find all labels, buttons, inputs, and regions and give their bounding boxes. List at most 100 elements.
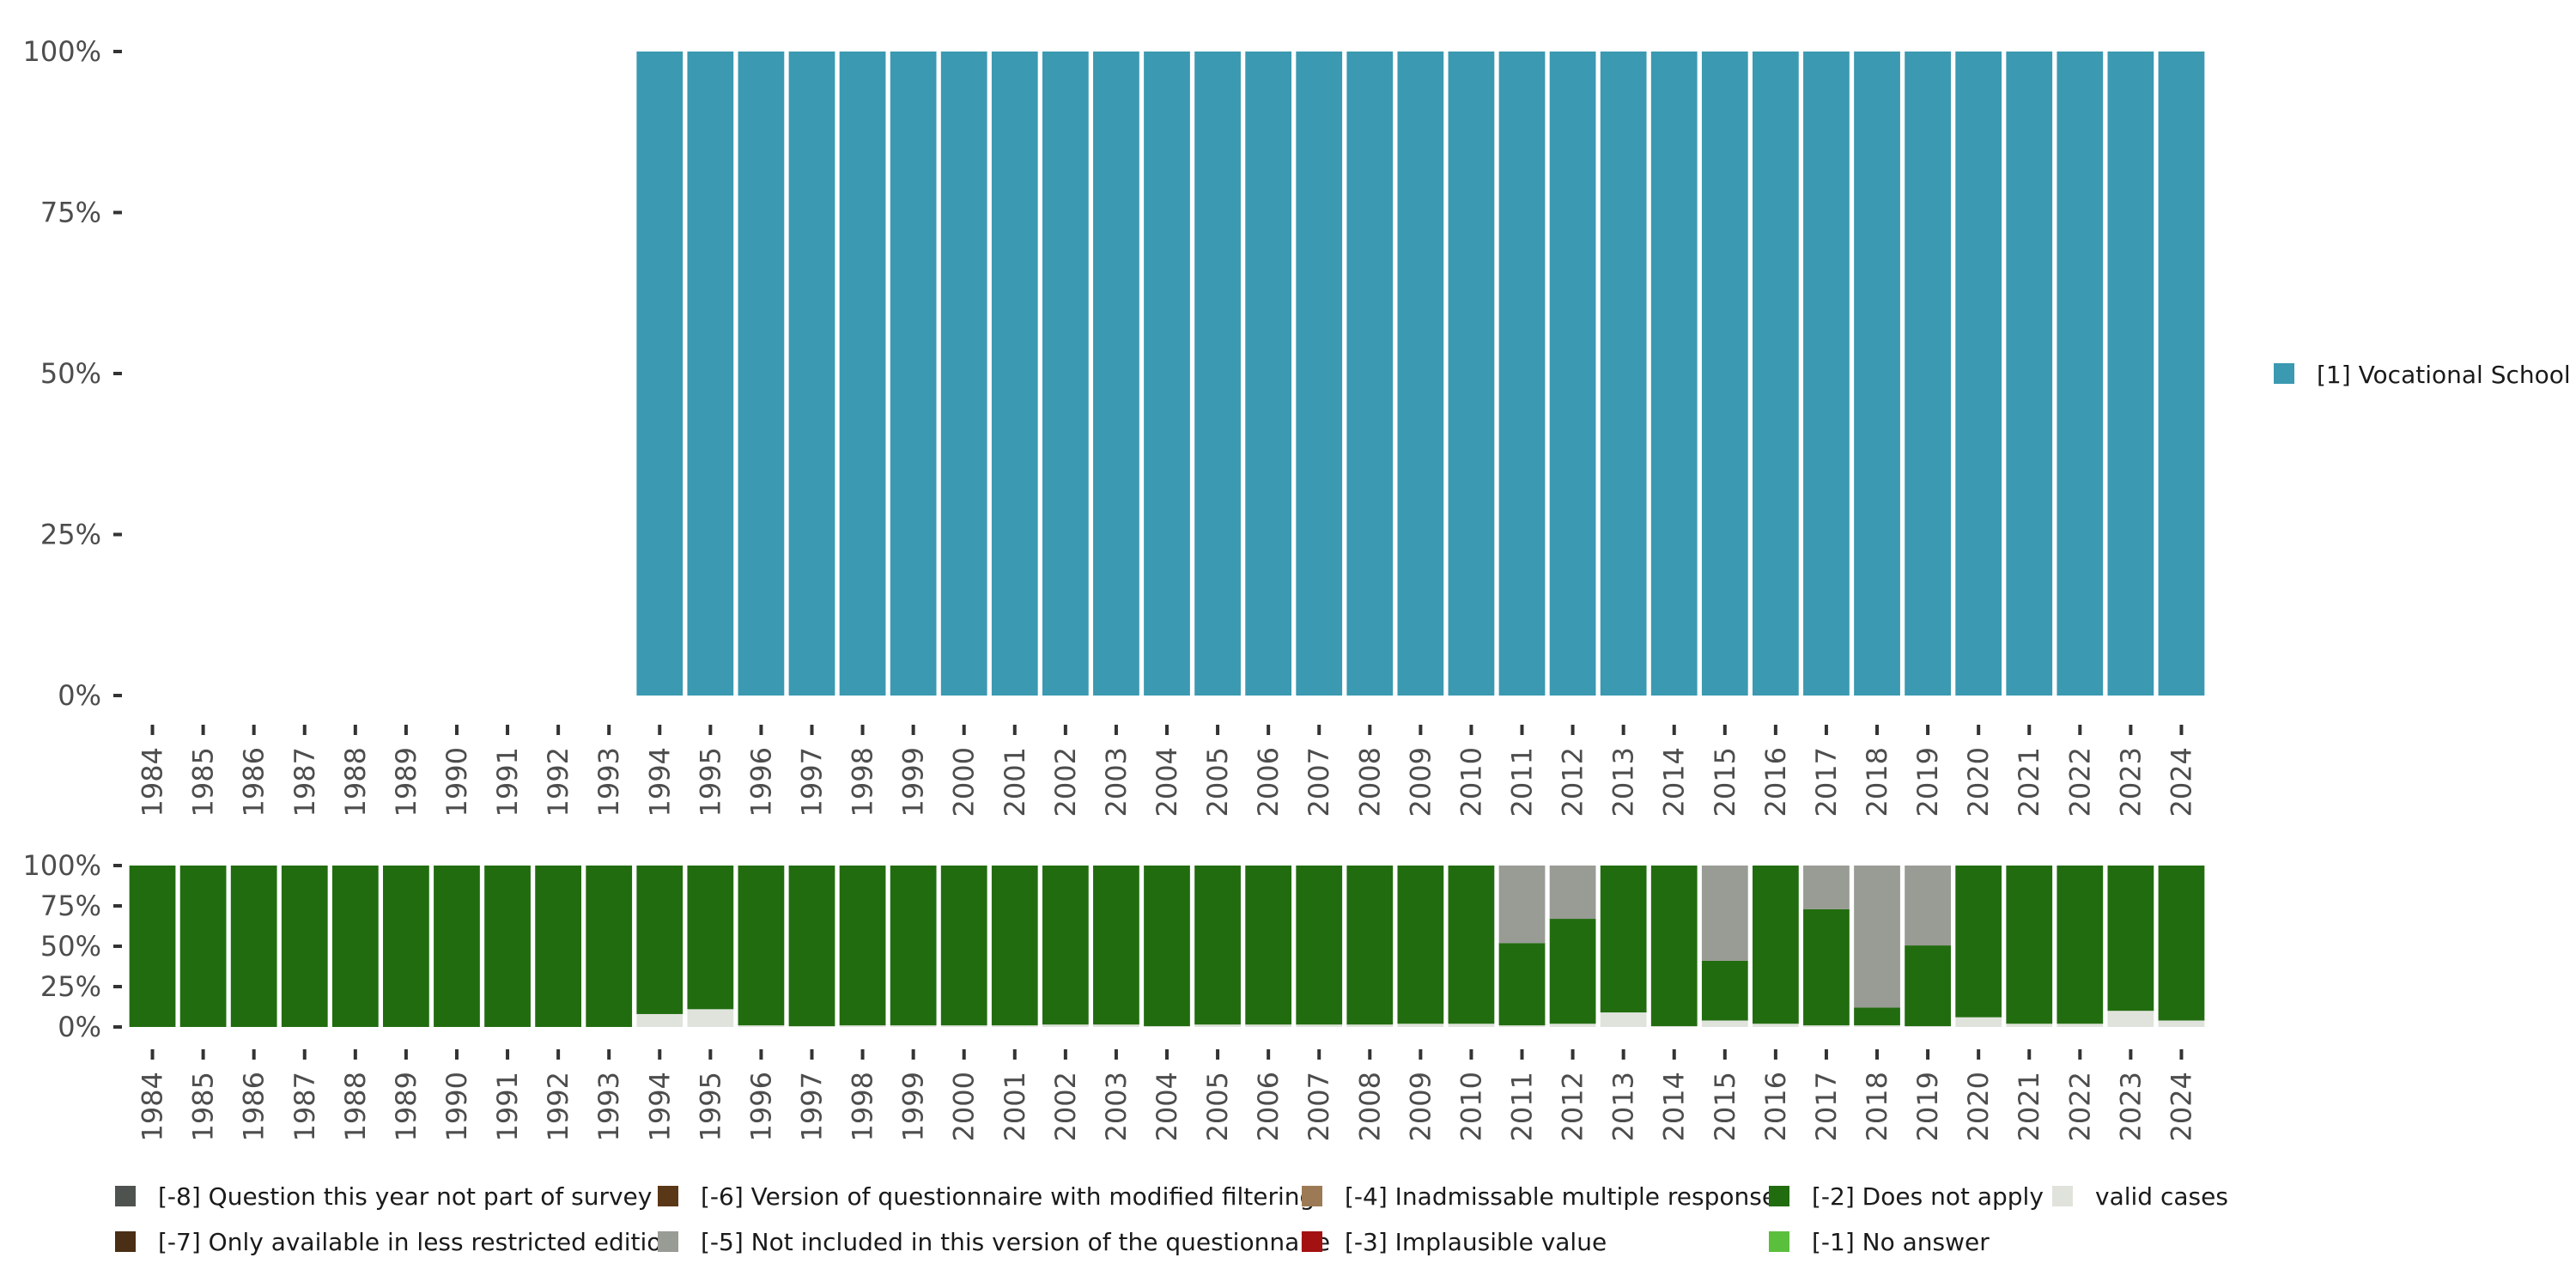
bar-top-2007-s0 (1296, 52, 1343, 696)
x-tick-label: 2024 (2165, 747, 2197, 817)
x-tick-label: 2002 (1049, 1072, 1082, 1141)
x-tick-label: 2011 (1506, 747, 1539, 817)
bar-bottom-1992-s1 (535, 866, 581, 1027)
bar-bottom-2024-s1 (2158, 866, 2205, 1021)
x-tick-label: 1991 (491, 747, 524, 817)
bar-top-1994-s0 (636, 52, 683, 696)
bar-bottom-1996-s0 (738, 1025, 785, 1027)
bar-bottom-2006-s0 (1245, 1024, 1292, 1027)
bar-bottom-2016-s0 (1753, 1024, 1799, 1027)
x-tick-label: 1984 (137, 1072, 169, 1141)
x-tick-label: 1998 (847, 747, 879, 817)
x-tick-label: 2022 (2063, 747, 2096, 817)
x-tick-label: 2020 (1962, 1072, 1995, 1141)
x-tick-label: 1998 (847, 1072, 879, 1141)
x-tick-label: 1987 (289, 1072, 321, 1141)
bar-bottom-2024-s0 (2158, 1020, 2205, 1027)
bar-bottom-1987-s1 (281, 866, 328, 1027)
legend-label: [1] Vocational School (2317, 361, 2571, 389)
x-tick-label: 1990 (440, 747, 473, 817)
x-tick-label: 2001 (999, 1072, 1031, 1141)
bar-bottom-2001-s0 (991, 1025, 1038, 1027)
x-tick-label: 1996 (744, 747, 777, 817)
x-tick-label: 2013 (1607, 1072, 1640, 1141)
x-tick-label: 1991 (491, 1072, 524, 1141)
y-tick-label: 75% (40, 890, 101, 922)
x-tick-label: 2004 (1151, 1072, 1183, 1141)
legend-swatch (1769, 1231, 1789, 1252)
x-tick-label: 2018 (1861, 747, 1893, 817)
bar-top-2009-s0 (1397, 52, 1444, 696)
x-tick-label: 1992 (542, 747, 574, 817)
legend-swatch (115, 1231, 136, 1252)
x-tick-label: 2002 (1049, 747, 1082, 817)
y-tick-label: 50% (40, 930, 101, 963)
x-tick-label: 2006 (1252, 1072, 1285, 1141)
legend-swatch (2274, 363, 2294, 384)
x-tick-label: 2005 (1201, 1072, 1234, 1141)
bar-bottom-1984-s1 (129, 866, 176, 1027)
legend-swatch (115, 1186, 136, 1206)
y-tick-label: 0% (58, 679, 101, 712)
bar-bottom-1991-s1 (484, 866, 531, 1027)
bar-bottom-2020-s0 (1955, 1017, 2002, 1027)
x-tick-label: 2017 (1810, 1072, 1843, 1141)
bar-top-2015-s0 (1701, 52, 1748, 696)
bottom-legend: [-8] Question this year not part of surv… (115, 1182, 2228, 1256)
y-tick-label: 75% (40, 197, 101, 229)
x-tick-label: 2016 (1759, 747, 1792, 817)
x-tick-label: 2021 (2013, 1072, 2045, 1141)
y-tick-label: 25% (40, 519, 101, 551)
y-tick-label: 100% (23, 35, 101, 68)
x-tick-label: 2021 (2013, 747, 2045, 817)
x-tick-label: 1995 (694, 747, 726, 817)
bar-bottom-1996-s1 (738, 866, 785, 1026)
x-tick-label: 2014 (1658, 747, 1691, 817)
x-tick-label: 2003 (1100, 747, 1133, 817)
bar-top-2024-s0 (2158, 52, 2205, 696)
bar-bottom-2023-s1 (2107, 866, 2154, 1012)
bar-bottom-2013-s1 (1600, 866, 1647, 1013)
bar-bottom-1994-s0 (636, 1013, 683, 1027)
x-tick-label: 2000 (948, 1072, 981, 1141)
bar-bottom-2007-s1 (1296, 866, 1343, 1025)
bar-bottom-1990-s1 (434, 866, 480, 1027)
bar-top-1999-s0 (890, 52, 937, 696)
bar-top-2012-s0 (1549, 52, 1596, 696)
bar-top-2004-s0 (1144, 52, 1190, 696)
bar-top-2003-s0 (1093, 52, 1139, 696)
bar-bottom-1988-s1 (331, 866, 379, 1027)
x-tick-label: 1996 (744, 1072, 777, 1141)
bar-bottom-2014-s0 (1650, 1026, 1698, 1027)
bar-bottom-2013-s0 (1600, 1012, 1647, 1027)
bar-top-2008-s0 (1346, 52, 1394, 696)
x-tick-label: 2016 (1759, 1072, 1792, 1141)
bar-bottom-2005-s1 (1194, 866, 1241, 1025)
x-tick-label: 2007 (1303, 747, 1335, 817)
bar-bottom-1995-s1 (687, 866, 734, 1010)
bar-bottom-2007-s0 (1296, 1024, 1343, 1027)
y-tick-label: 50% (40, 357, 101, 390)
bar-bottom-2005-s0 (1194, 1024, 1241, 1027)
bar-bottom-1998-s1 (839, 866, 886, 1026)
bar-bottom-2015-s1 (1701, 960, 1748, 1021)
bar-top-2001-s0 (991, 52, 1038, 696)
x-tick-label: 1989 (390, 1072, 422, 1141)
bar-bottom-2001-s1 (991, 866, 1038, 1026)
bar-bottom-1994-s1 (636, 866, 683, 1014)
bar-bottom-2018-s0 (1854, 1025, 1900, 1027)
x-tick-label: 2022 (2063, 1072, 2096, 1141)
bar-bottom-2003-s0 (1093, 1024, 1139, 1027)
bar-bottom-2004-s1 (1144, 866, 1190, 1027)
x-tick-label: 2018 (1861, 1072, 1893, 1141)
y-tick-label: 100% (23, 849, 101, 882)
bottom-bar-chart: 0% 25% 50% 75% 100% 1984 1985 1986 1987 1988 1989 1… (23, 849, 2205, 1141)
bar-top-2006-s0 (1245, 52, 1292, 696)
bar-top-2014-s0 (1650, 52, 1698, 696)
bar-top-2016-s0 (1753, 52, 1799, 696)
bar-bottom-2011-s0 (1498, 1025, 1546, 1027)
x-tick-label: 1988 (339, 1072, 372, 1141)
bar-bottom-2012-s2 (1549, 866, 1596, 920)
bar-bottom-2010-s1 (1448, 866, 1495, 1024)
bar-bottom-1986-s1 (230, 866, 277, 1027)
